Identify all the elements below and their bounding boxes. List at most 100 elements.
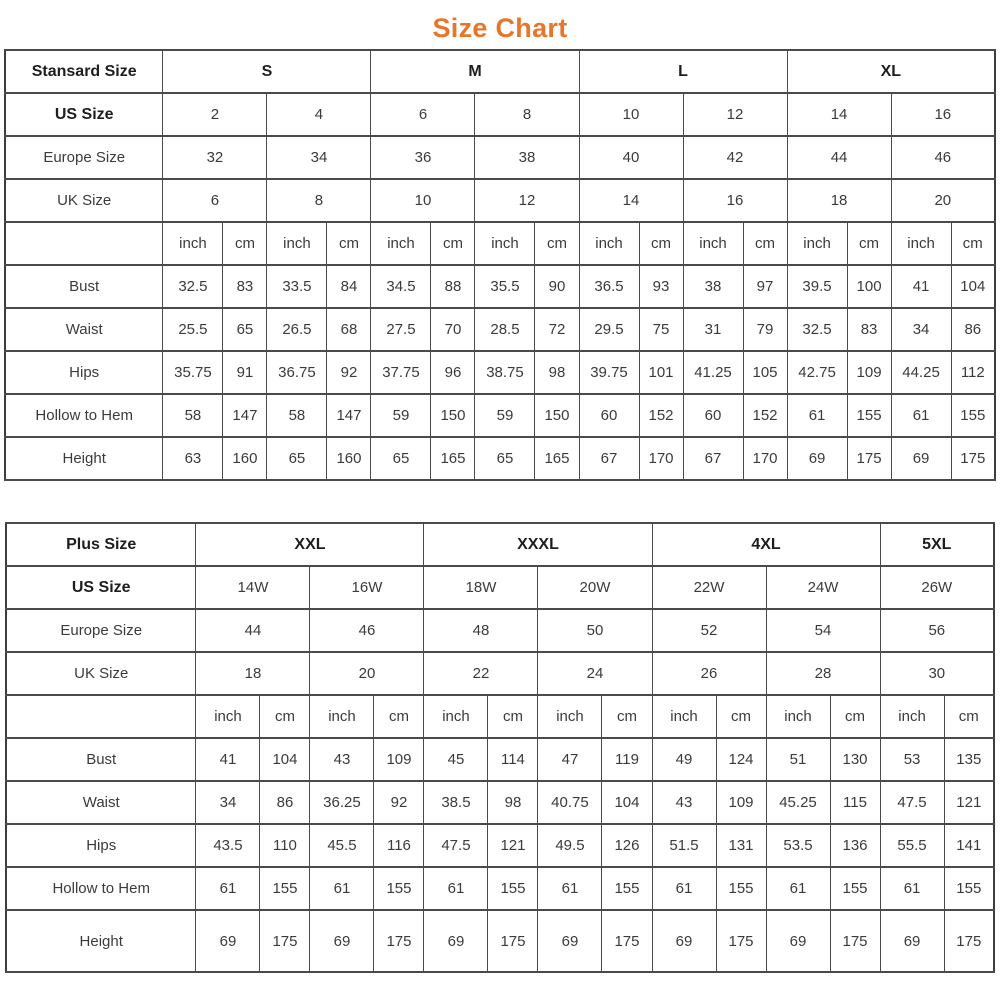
group-header-row: Plus Size XXL XXXL 4XL 5XL [5,522,995,567]
measure-inch-cell: 65 [370,436,432,481]
measure-inch-cell: 43.5 [195,823,261,868]
size-cell: 12 [474,178,580,223]
group-header: XXL [195,522,425,567]
group-header: S [162,49,372,94]
size-cell: 10 [578,92,684,137]
measure-inch-cell: 47.5 [879,780,945,825]
unit-cm-label: cm [373,694,425,739]
measure-inch-cell: 34 [195,780,261,825]
measure-inch-cell: 65 [266,436,328,481]
measure-row: Hollow to Hem 61 155 61 155 61 155 61 155 61 155 61… [5,866,995,911]
measure-inch-cell: 41 [890,264,952,309]
measure-cm-cell: 65 [222,307,268,352]
measure-cm-cell: 114 [487,737,539,782]
measure-row-label: Hollow to Hem [4,393,164,438]
measure-inch-cell: 27.5 [370,307,432,352]
measure-inch-cell: 58 [266,393,328,438]
measure-inch-cell: 36.5 [578,264,640,309]
measure-inch-cell: 37.75 [370,350,432,395]
measure-cm-cell: 175 [846,436,892,481]
size-row-label: UK Size [5,651,197,696]
measure-inch-cell: 41 [195,737,261,782]
size-cell: 36 [370,135,476,180]
measure-cm-cell: 70 [430,307,476,352]
measure-inch-cell: 67 [578,436,640,481]
measure-inch-cell: 61 [765,866,831,911]
measure-cm-cell: 155 [943,866,995,911]
unit-inch-label: inch [651,694,717,739]
size-cell: 16 [890,92,996,137]
unit-inch-label: inch [765,694,831,739]
unit-inch-label: inch [474,221,536,266]
unit-inch-label: inch [879,694,945,739]
measure-cm-cell: 104 [259,737,311,782]
measure-cm-cell: 79 [742,307,788,352]
group-header-row: Stansard Size S M L XL [4,49,996,94]
size-cell: 20 [309,651,425,696]
measure-inch-cell: 44.25 [890,350,952,395]
size-cell: 26W [879,565,995,610]
measure-cm-cell: 109 [373,737,425,782]
measure-row: Bust 32.5 83 33.5 84 34.5 88 35.5 90 36.5 93 38 97 39… [4,264,996,309]
measure-inch-cell: 36.25 [309,780,375,825]
size-cell: 52 [651,608,767,653]
measure-cm-cell: 93 [638,264,684,309]
measure-inch-cell: 67 [682,436,744,481]
size-cell: 42 [682,135,788,180]
size-cell: 12 [682,92,788,137]
measure-cm-cell: 112 [950,350,996,395]
size-cell: 6 [370,92,476,137]
measure-inch-cell: 49.5 [537,823,603,868]
measure-cm-cell: 121 [487,823,539,868]
unit-inch-label: inch [578,221,640,266]
measure-cm-cell: 96 [430,350,476,395]
measure-inch-cell: 35.75 [162,350,224,395]
size-cell: 20W [537,565,653,610]
measure-cm-cell: 152 [638,393,684,438]
size-cell: 44 [195,608,311,653]
measure-cm-cell: 155 [950,393,996,438]
size-cell: 22W [651,565,767,610]
measure-row: Waist 34 86 36.25 92 38.5 98 40.75 104 43 109 45.25… [5,780,995,825]
corner-label: Stansard Size [4,49,164,94]
measure-inch-cell: 63 [162,436,224,481]
measure-cm-cell: 175 [373,909,425,973]
unit-cm-label: cm [487,694,539,739]
size-cell: 28 [765,651,881,696]
measure-cm-cell: 175 [601,909,653,973]
measure-inch-cell: 42.75 [786,350,848,395]
measure-cm-cell: 72 [534,307,580,352]
size-cell: 14 [578,178,684,223]
unit-header-row: inch cm inch cm inch cm inch cm inch cm inch cm inch… [4,221,996,266]
measure-inch-cell: 69 [309,909,375,973]
size-row: UK Size 18 20 22 24 26 28 30 [5,651,995,696]
size-cell: 56 [879,608,995,653]
measure-inch-cell: 69 [651,909,717,973]
measure-inch-cell: 38 [682,264,744,309]
measure-row: Height 63 160 65 160 65 165 65 165 67 170 67 170 69 17… [4,436,996,481]
size-row-label: Europe Size [5,608,197,653]
measure-inch-cell: 61 [309,866,375,911]
measure-row: Hips 35.75 91 36.75 92 37.75 96 38.75 98 39.75 101… [4,350,996,395]
measure-inch-cell: 59 [370,393,432,438]
measure-inch-cell: 69 [890,436,952,481]
measure-row-label: Bust [4,264,164,309]
measure-inch-cell: 43 [651,780,717,825]
size-cell: 18W [423,565,539,610]
group-header: M [370,49,580,94]
size-cell: 20 [890,178,996,223]
size-cell: 8 [474,92,580,137]
size-row: Europe Size 44 46 48 50 52 54 56 [5,608,995,653]
size-cell: 18 [786,178,892,223]
measure-cm-cell: 150 [430,393,476,438]
measure-cm-cell: 155 [829,866,881,911]
measure-inch-cell: 39.75 [578,350,640,395]
group-header: 4XL [651,522,881,567]
measure-cm-cell: 150 [534,393,580,438]
measure-inch-cell: 32.5 [162,264,224,309]
measure-inch-cell: 58 [162,393,224,438]
size-row: US Size 14W 16W 18W 20W 22W 24W 26W [5,565,995,610]
measure-inch-cell: 26.5 [266,307,328,352]
size-cell: 16W [309,565,425,610]
measure-inch-cell: 61 [537,866,603,911]
